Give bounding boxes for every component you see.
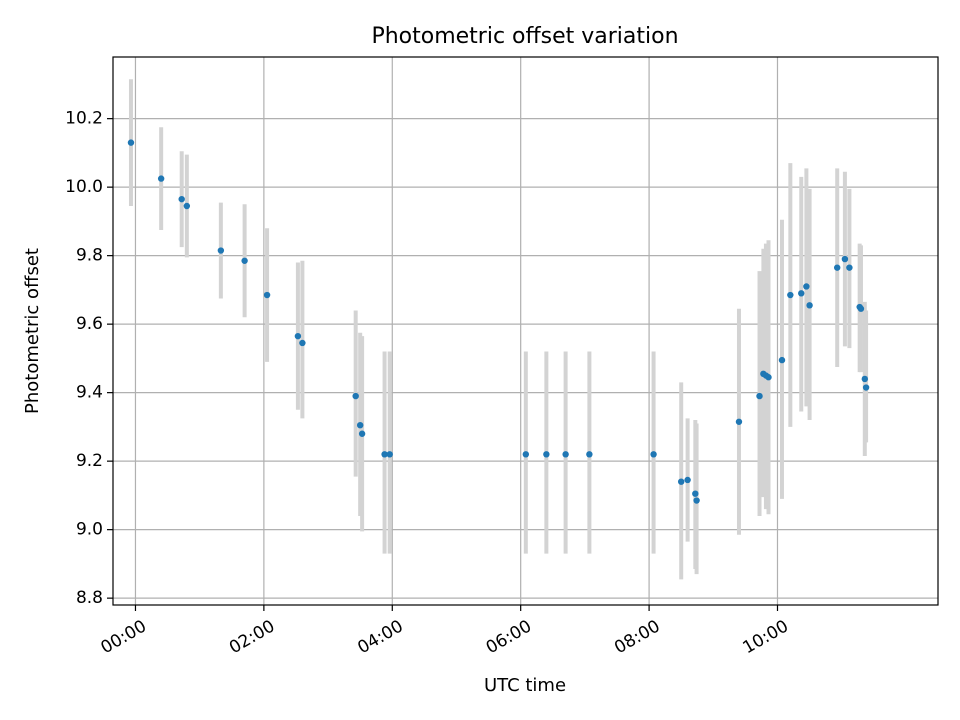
data-point [178, 195, 185, 203]
data-point [650, 451, 657, 458]
data-point [358, 430, 366, 437]
data-point [543, 451, 550, 458]
y-tick-label: 10.0 [65, 177, 103, 197]
data-point [294, 332, 302, 340]
data-point [778, 356, 786, 364]
data-point [846, 264, 853, 271]
y-tick-label: 10.2 [65, 109, 103, 129]
data-point [692, 490, 699, 497]
data-point [127, 139, 135, 146]
data-point [386, 451, 393, 458]
data-point [586, 451, 593, 458]
data-point [157, 175, 165, 182]
data-point [263, 291, 271, 299]
data-point [241, 257, 248, 264]
data-point [381, 451, 388, 458]
data-point [806, 302, 813, 309]
data-point [834, 264, 841, 271]
y-tick-label: 8.8 [76, 588, 103, 608]
data-point [857, 305, 865, 312]
data-point [862, 384, 870, 391]
data-point [522, 451, 530, 458]
data-point [787, 291, 794, 299]
data-point [352, 392, 359, 400]
data-point [562, 451, 569, 458]
data-point [803, 283, 810, 290]
y-tick-label: 9.6 [76, 314, 103, 334]
y-tick-label: 9.4 [76, 383, 103, 403]
x-axis-label: UTC time [484, 675, 566, 696]
y-tick-label: 9.0 [76, 520, 103, 540]
y-tick-label: 9.8 [76, 246, 103, 266]
data-point [861, 375, 869, 383]
data-point [356, 421, 364, 429]
data-point [765, 374, 772, 381]
data-point [693, 497, 700, 504]
data-point [677, 478, 685, 485]
data-point [756, 392, 763, 400]
data-point [217, 247, 225, 254]
data-point [798, 290, 805, 297]
y-axis-label: Photometric offset [22, 248, 43, 414]
y-axis-ticks: 8.8 9.0 9.2 9.4 9.6 9.8 10.0 10.2 [65, 109, 113, 608]
data-point [299, 339, 306, 347]
y-tick-label: 9.2 [76, 451, 103, 471]
data-point [684, 476, 691, 484]
data-point [841, 255, 849, 263]
data-points [127, 139, 870, 504]
data-point [735, 418, 743, 425]
data-point [183, 202, 191, 210]
chart-title: Photometric offset variation [371, 24, 678, 49]
plot-frame [112, 56, 939, 606]
